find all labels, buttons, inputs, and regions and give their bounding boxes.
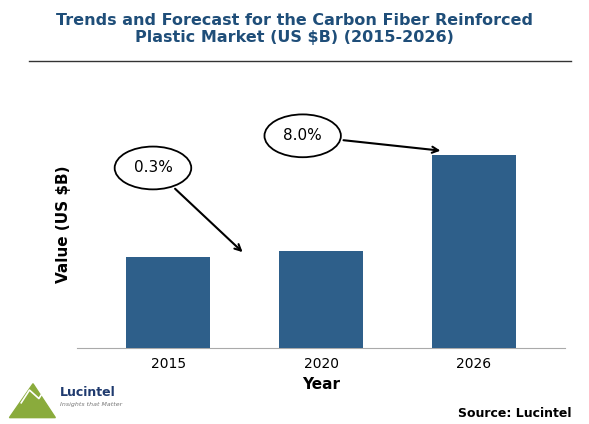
Bar xyxy=(126,257,210,348)
Polygon shape xyxy=(9,384,55,418)
Bar xyxy=(432,155,516,348)
Text: 0.3%: 0.3% xyxy=(134,160,241,251)
Bar xyxy=(279,251,363,348)
X-axis label: Year: Year xyxy=(302,377,340,392)
Text: Insights that Matter: Insights that Matter xyxy=(60,402,123,407)
Text: 8.0%: 8.0% xyxy=(283,128,438,153)
Text: Trends and Forecast for the Carbon Fiber Reinforced
Plastic Market (US $B) (2015: Trends and Forecast for the Carbon Fiber… xyxy=(56,13,533,45)
Text: Source: Lucintel: Source: Lucintel xyxy=(458,407,571,420)
Y-axis label: Value (US $B): Value (US $B) xyxy=(56,166,71,284)
Text: Lucintel: Lucintel xyxy=(60,386,116,399)
